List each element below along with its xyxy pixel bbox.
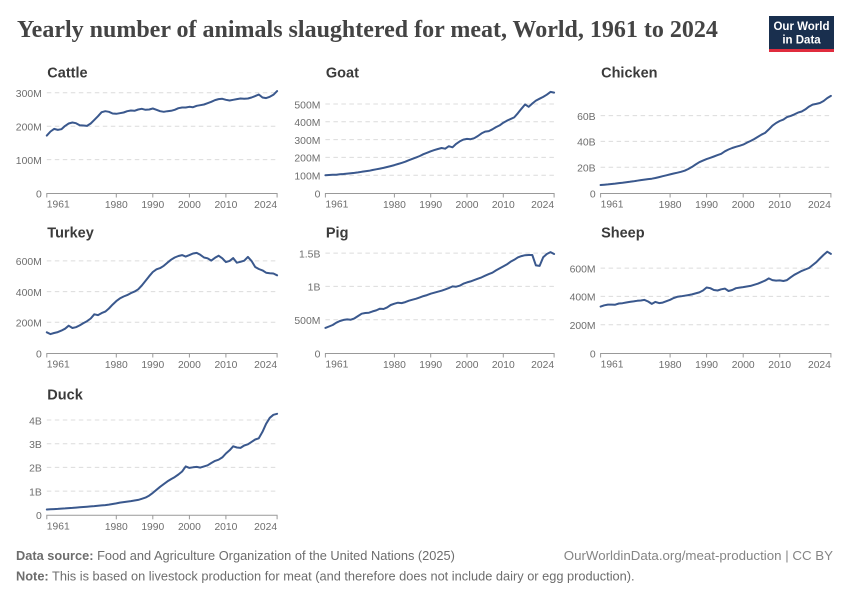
svg-text:1990: 1990	[419, 360, 442, 371]
svg-text:0: 0	[36, 511, 42, 522]
svg-text:1990: 1990	[695, 360, 718, 371]
svg-text:500M: 500M	[294, 316, 320, 327]
svg-text:1961: 1961	[47, 360, 70, 371]
svg-text:40B: 40B	[577, 138, 596, 149]
svg-text:20B: 20B	[577, 164, 596, 175]
svg-text:Data source: Food and Agricult: Data source: Food and Agriculture Organi…	[16, 548, 455, 563]
svg-text:3B: 3B	[29, 440, 42, 451]
svg-text:1990: 1990	[141, 200, 164, 211]
svg-text:60B: 60B	[577, 112, 596, 123]
svg-text:0: 0	[36, 349, 42, 360]
svg-text:2024: 2024	[531, 360, 554, 371]
svg-text:2000: 2000	[178, 360, 201, 371]
svg-text:1961: 1961	[47, 200, 70, 211]
svg-text:0: 0	[36, 189, 42, 200]
svg-text:100M: 100M	[294, 172, 320, 183]
svg-text:1980: 1980	[659, 360, 682, 371]
svg-text:300M: 300M	[294, 136, 320, 147]
svg-text:1961: 1961	[601, 360, 624, 371]
svg-text:600M: 600M	[570, 264, 596, 275]
svg-text:2010: 2010	[492, 360, 515, 371]
svg-text:1980: 1980	[659, 200, 682, 211]
svg-text:2000: 2000	[178, 522, 201, 533]
svg-text:1B: 1B	[29, 487, 42, 498]
svg-text:OurWorldinData.org/meat-produc: OurWorldinData.org/meat-production | CC …	[564, 548, 833, 563]
svg-text:Yearly number of animals slaug: Yearly number of animals slaughtered for…	[17, 17, 718, 43]
svg-text:1961: 1961	[47, 522, 70, 533]
svg-text:1961: 1961	[325, 360, 348, 371]
svg-text:2024: 2024	[808, 200, 831, 211]
svg-text:200M: 200M	[570, 321, 596, 332]
svg-text:1990: 1990	[695, 200, 718, 211]
svg-text:1990: 1990	[419, 200, 442, 211]
svg-text:Pig: Pig	[326, 226, 349, 242]
svg-text:2B: 2B	[29, 464, 42, 475]
svg-text:Note: This is based on livesto: Note: This is based on livestock product…	[16, 569, 635, 584]
svg-text:Goat: Goat	[326, 66, 359, 82]
svg-text:Chicken: Chicken	[601, 66, 657, 82]
svg-text:2024: 2024	[254, 360, 277, 371]
svg-text:2010: 2010	[214, 360, 237, 371]
svg-text:100M: 100M	[16, 156, 42, 167]
svg-text:200M: 200M	[16, 319, 42, 330]
svg-text:200M: 200M	[294, 154, 320, 165]
svg-text:300M: 300M	[16, 89, 42, 100]
svg-text:1980: 1980	[105, 522, 128, 533]
svg-text:500M: 500M	[294, 100, 320, 111]
svg-text:2010: 2010	[214, 522, 237, 533]
svg-text:200M: 200M	[16, 123, 42, 134]
svg-text:1.5B: 1.5B	[299, 249, 320, 260]
svg-text:1990: 1990	[141, 360, 164, 371]
svg-text:0: 0	[315, 349, 321, 360]
svg-text:400M: 400M	[294, 118, 320, 129]
svg-text:2010: 2010	[768, 200, 791, 211]
svg-text:2000: 2000	[732, 200, 755, 211]
svg-text:2000: 2000	[732, 360, 755, 371]
svg-text:2000: 2000	[456, 360, 479, 371]
svg-text:2024: 2024	[254, 200, 277, 211]
svg-text:2024: 2024	[808, 360, 831, 371]
svg-text:1980: 1980	[105, 200, 128, 211]
svg-text:1980: 1980	[105, 360, 128, 371]
svg-text:1980: 1980	[383, 200, 406, 211]
svg-text:Turkey: Turkey	[47, 226, 93, 242]
svg-text:400M: 400M	[570, 293, 596, 304]
svg-text:2010: 2010	[492, 200, 515, 211]
svg-text:1990: 1990	[141, 522, 164, 533]
svg-text:1961: 1961	[601, 200, 624, 211]
svg-text:1980: 1980	[383, 360, 406, 371]
svg-text:1B: 1B	[308, 283, 321, 294]
svg-text:Duck: Duck	[47, 387, 83, 403]
svg-text:Our World: Our World	[773, 21, 829, 33]
svg-text:0: 0	[590, 349, 596, 360]
svg-text:Sheep: Sheep	[601, 226, 645, 242]
svg-text:1961: 1961	[325, 200, 348, 211]
svg-text:2010: 2010	[768, 360, 791, 371]
svg-text:2000: 2000	[178, 200, 201, 211]
svg-text:4B: 4B	[29, 416, 42, 427]
svg-text:Cattle: Cattle	[47, 66, 87, 82]
svg-text:2000: 2000	[456, 200, 479, 211]
svg-text:in Data: in Data	[782, 35, 821, 47]
svg-text:2024: 2024	[254, 522, 277, 533]
svg-text:2024: 2024	[531, 200, 554, 211]
svg-text:0: 0	[315, 189, 321, 200]
svg-text:2010: 2010	[214, 200, 237, 211]
svg-text:400M: 400M	[16, 288, 42, 299]
svg-text:0: 0	[590, 189, 596, 200]
svg-text:600M: 600M	[16, 257, 42, 268]
